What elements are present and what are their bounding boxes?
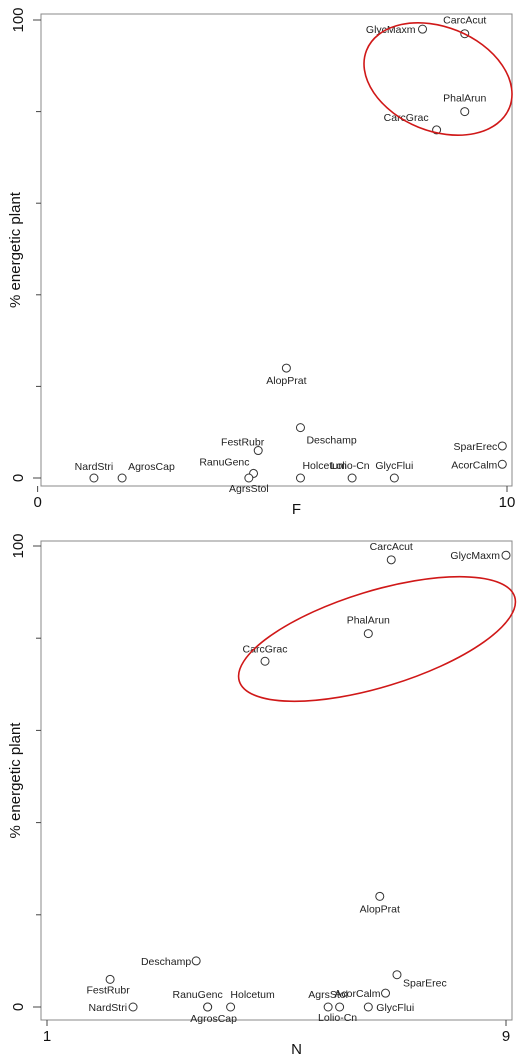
point-label: AcorCalm (334, 988, 380, 1000)
point-label: GlycFlui (376, 1002, 414, 1014)
point-label: FestRubr (221, 437, 265, 449)
point-label: Deschamp (306, 435, 356, 447)
point-label: Holcetum (302, 460, 347, 472)
data-point (335, 1002, 345, 1012)
data-point (295, 423, 305, 433)
plot-frame (40, 13, 513, 487)
data-point (323, 1002, 333, 1012)
point-label: AgrsStol (308, 989, 348, 1001)
data-point (363, 1002, 373, 1012)
y-axis-label: % energetic plant (7, 722, 24, 839)
plot-frame (40, 540, 513, 1021)
point-label: AgrsStol (229, 483, 269, 495)
data-point (497, 441, 507, 451)
point-label: Lolio-Cn (331, 460, 370, 472)
x-tick-label: 1 (43, 1028, 51, 1045)
point-label: Holcetum (230, 989, 275, 1001)
data-point (389, 473, 399, 483)
point-label: Deschamp (141, 956, 191, 968)
point-label: CarcAcut (443, 15, 486, 27)
point-label: AgrosCap (128, 461, 175, 473)
data-point (347, 473, 357, 483)
point-label: NardStri (75, 461, 114, 473)
point-label: GlycMaxm (450, 550, 500, 562)
point-label: Lolio-Cn (318, 1012, 357, 1024)
point-label: RanuGenc (199, 456, 249, 468)
x-tick-label: 9 (502, 1028, 510, 1045)
data-point (105, 974, 115, 984)
point-label: RanuGenc (173, 989, 223, 1001)
data-point (381, 988, 391, 998)
x-tick-label: 0 (33, 494, 41, 511)
point-label: GlycFlui (375, 460, 413, 472)
data-point (253, 446, 263, 456)
point-label: PhalArun (347, 615, 390, 627)
point-label: AlopPrat (360, 903, 400, 915)
data-point (260, 656, 270, 666)
point-label: GlycMaxm (366, 24, 416, 36)
data-point (191, 956, 201, 966)
data-point (295, 473, 305, 483)
data-point (89, 473, 99, 483)
chart-f: 0 100 0 10 F % energetic plant GlycMaxm CarcAcu… (7, 7, 516, 518)
data-point (281, 363, 291, 373)
y-tick-label: 100 (10, 7, 27, 32)
data-point (203, 1002, 213, 1012)
point-label: PhalArun (443, 93, 486, 105)
data-point (226, 1002, 236, 1012)
data-point (375, 891, 385, 901)
point-label: CarcAcut (370, 541, 413, 553)
y-tick-label: 100 (10, 533, 27, 558)
data-point (501, 550, 511, 560)
point-label: NardStri (89, 1002, 128, 1014)
data-point (460, 107, 470, 117)
x-tick-label: 10 (499, 494, 516, 511)
chart-n: 0 100 1 9 N % energetic plant CarcAcut GlycMaxm… (7, 533, 517, 1058)
highlight-ellipse (237, 575, 517, 703)
point-label: FestRubr (87, 984, 131, 996)
highlight-ellipse (363, 22, 513, 136)
point-label: AcorCalm (451, 459, 497, 471)
data-point (117, 473, 127, 483)
data-point (128, 1002, 138, 1012)
data-point (363, 629, 373, 639)
y-axis-label: % energetic plant (7, 191, 24, 308)
point-label: SparErec (454, 441, 498, 453)
x-axis-label: N (291, 1041, 302, 1058)
data-point (418, 24, 428, 34)
point-label: CarcGrac (243, 643, 288, 655)
data-point (497, 459, 507, 469)
point-label: AlopPrat (266, 375, 306, 387)
point-label: SparErec (403, 978, 447, 990)
data-point (392, 970, 402, 980)
data-point (386, 555, 396, 565)
x-axis-label: F (292, 501, 301, 518)
y-tick-label: 0 (10, 1003, 27, 1011)
y-tick-label: 0 (10, 474, 27, 482)
data-point (244, 473, 254, 483)
point-label: AgrosCap (190, 1013, 237, 1025)
